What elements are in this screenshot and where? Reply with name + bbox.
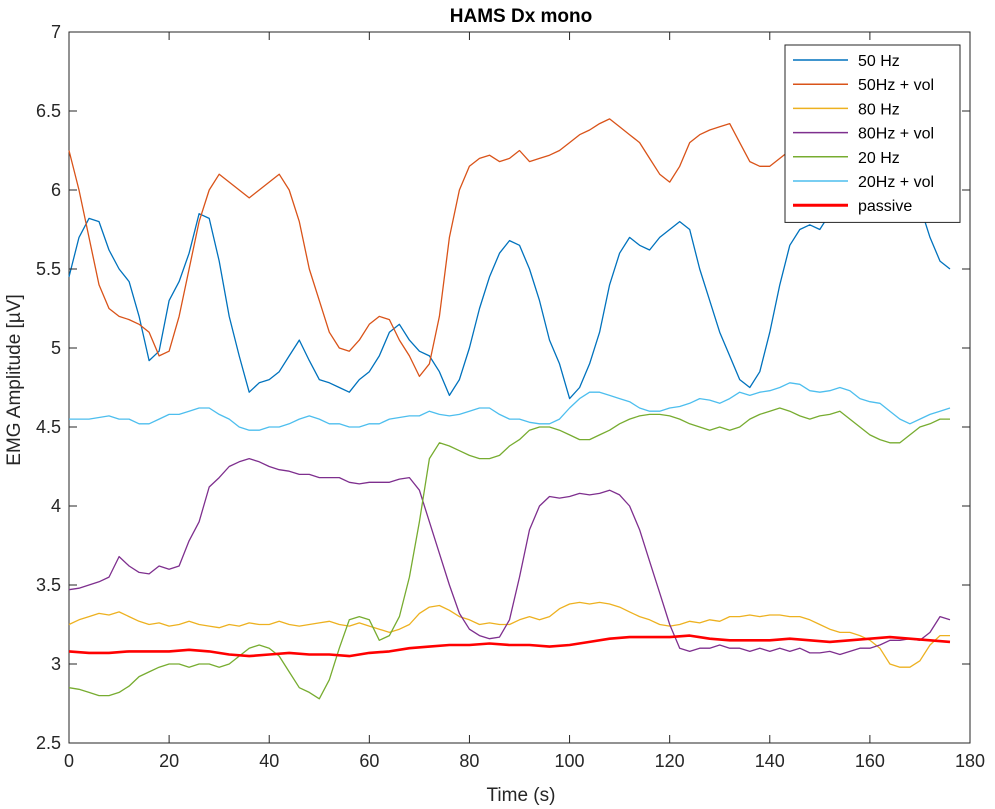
y-tick-label: 4.5 (36, 417, 61, 437)
legend-entry-6: passive (858, 198, 912, 215)
legend-entry-5: 20Hz + vol (858, 174, 934, 191)
series-line-3 (68, 457, 951, 656)
series-line-5 (69, 382, 951, 431)
series-line-0 (68, 192, 951, 400)
series-layer (68, 118, 951, 700)
axes-layer: 0 20 40 60 80 100 120 140 160 180 2.5 3 3.5 4 4.5 5 5.5 6… (36, 22, 985, 771)
x-tick-label: 80 (459, 751, 479, 771)
y-tick-label: 5.5 (36, 259, 61, 279)
legend-entry-3: 80Hz + vol (858, 126, 934, 143)
x-tick-label: 100 (555, 751, 585, 771)
y-tick-label: 3.5 (36, 575, 61, 595)
series-line-6 (68, 634, 951, 658)
y-tick-label: 7 (51, 22, 61, 42)
x-tick-label: 160 (855, 751, 885, 771)
series-line-2 (68, 601, 950, 668)
chart-title: HAMS Dx mono (450, 6, 593, 27)
x-tick-label: 40 (259, 751, 279, 771)
legend-entry-4: 20 Hz (858, 150, 900, 167)
x-tick-label: 180 (955, 751, 985, 771)
y-tick-label: 4 (51, 496, 61, 516)
y-tick-label: 5 (51, 338, 61, 358)
y-tick-label: 2.5 (36, 733, 61, 753)
y-tick-label: 3 (51, 654, 61, 674)
series-line-1 (68, 118, 891, 378)
legend-entry-1: 50Hz + vol (858, 77, 934, 94)
legend-entry-0: 50 Hz (858, 53, 900, 70)
x-tick-label: 0 (64, 751, 74, 771)
x-tick-label: 20 (159, 751, 179, 771)
series-line-4 (68, 407, 950, 700)
x-axis-label: Time (s) (487, 785, 556, 806)
legend-box (784, 44, 961, 223)
y-tick-label: 6.5 (36, 101, 61, 121)
legend-entry-2: 80 Hz (858, 101, 900, 118)
legend: 50 Hz 50Hz + vol 80 Hz 80Hz + vol 20 Hz 20Hz … (784, 44, 961, 223)
x-tick-label: 60 (359, 751, 379, 771)
x-tick-label: 120 (655, 751, 685, 771)
x-tick-label: 140 (755, 751, 785, 771)
y-axis-label: EMG Amplitude [µV] (4, 294, 25, 465)
y-tick-label: 6 (51, 180, 61, 200)
